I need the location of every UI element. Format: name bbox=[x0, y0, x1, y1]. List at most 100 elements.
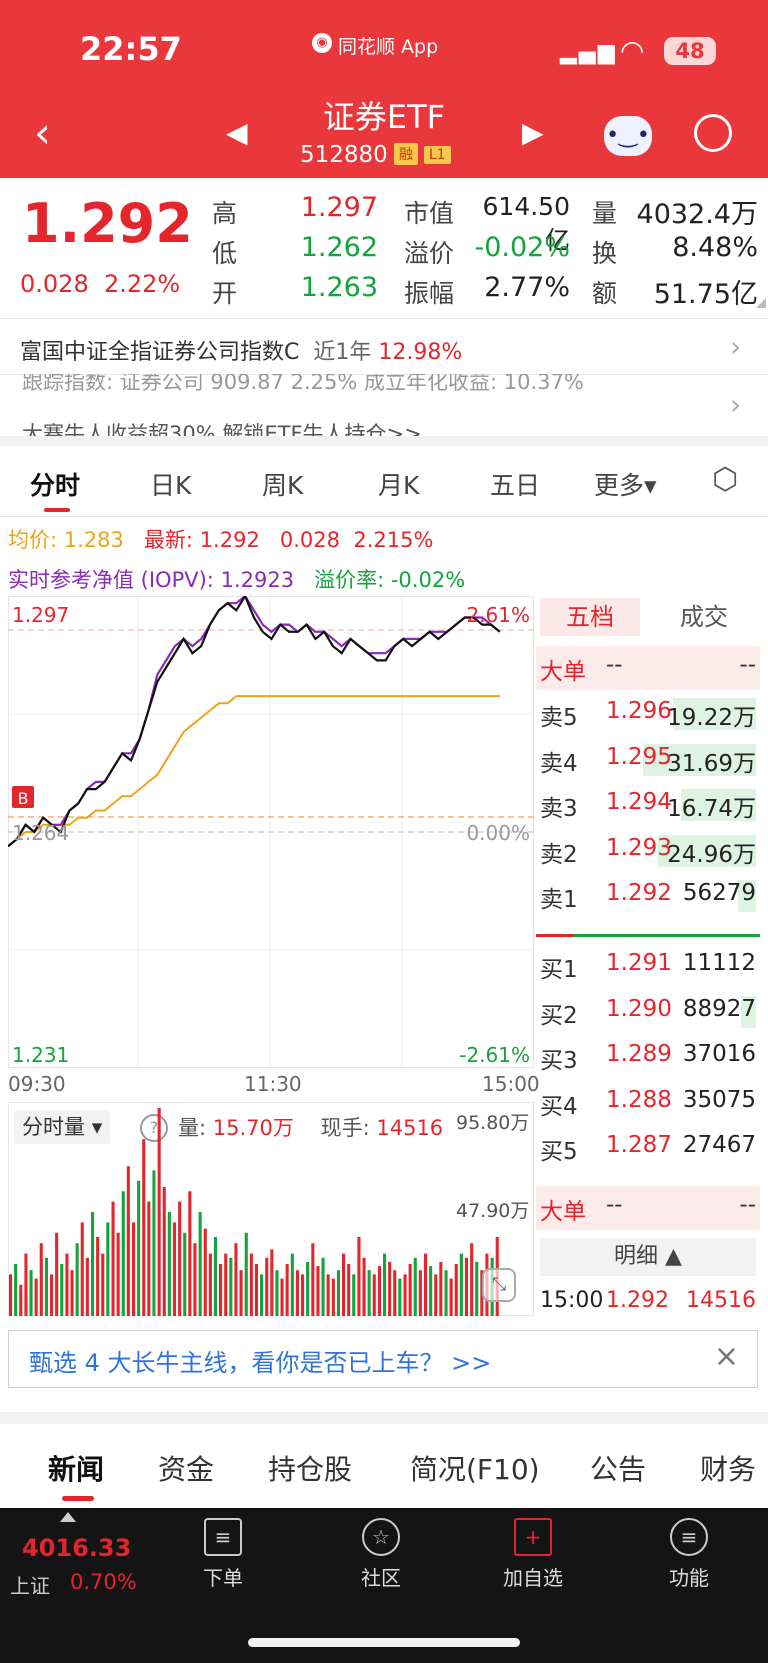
volume-bar bbox=[142, 1139, 146, 1316]
volume-bar bbox=[388, 1261, 392, 1316]
volume-selector-label: 分时量 bbox=[22, 1115, 85, 1139]
volume-chart[interactable] bbox=[8, 1102, 534, 1316]
volume-bar bbox=[444, 1270, 448, 1316]
scroll-ticker[interactable]: 跟踪指数: 证券公司 909.87 2.25% 成立年化收益: 10.37% 大… bbox=[0, 374, 768, 436]
promo-banner-text[interactable]: 甄选 4 大长牛主线，看你是否已上车？ >> bbox=[29, 1349, 492, 1377]
volume-bar bbox=[383, 1253, 387, 1316]
tab-funds[interactable]: 资金 bbox=[158, 1453, 215, 1486]
volume-bar bbox=[403, 1274, 407, 1316]
ask-depth-bar bbox=[681, 789, 756, 821]
prev-stock-icon[interactable]: ◀ bbox=[226, 116, 248, 149]
bid-row[interactable]: 买2 1.290 88927 bbox=[536, 990, 760, 1034]
iopv-info-row: 实时参考净值 (IOPV): 1.2923 溢价率: -0.02% bbox=[8, 564, 465, 594]
tab-announcements[interactable]: 公告 bbox=[590, 1453, 647, 1486]
close-icon[interactable]: × bbox=[713, 1339, 739, 1374]
ask-row[interactable]: 卖5 1.296 19.22万 bbox=[536, 692, 760, 736]
ask-price: 1.294 bbox=[606, 789, 672, 815]
volume-bar bbox=[413, 1257, 417, 1316]
volume-bar bbox=[424, 1253, 428, 1316]
nav-functions[interactable]: ≡ 功能 bbox=[644, 1518, 734, 1591]
functions-menu-icon: ≡ bbox=[670, 1518, 708, 1556]
volume-bar bbox=[352, 1274, 356, 1316]
volume-bar bbox=[342, 1253, 346, 1316]
search-icon[interactable] bbox=[694, 114, 732, 152]
app-label: 同花顺 App bbox=[338, 36, 439, 58]
volume-bar bbox=[178, 1201, 182, 1316]
tab-daily-k[interactable]: 日K bbox=[150, 471, 192, 500]
nav-functions-label: 功能 bbox=[669, 1566, 709, 1590]
ask-label: 卖3 bbox=[540, 796, 578, 822]
bid-label: 买5 bbox=[540, 1139, 578, 1165]
index-ticker-name: 上证 bbox=[10, 1574, 50, 1598]
volume-label: 量 bbox=[592, 199, 618, 228]
trade-vol: 14516 bbox=[686, 1288, 756, 1313]
tab-holdings[interactable]: 持仓股 bbox=[268, 1453, 353, 1486]
ask-row[interactable]: 卖2 1.293 24.96万 bbox=[536, 829, 760, 873]
tab-weekly-k[interactable]: 周K bbox=[262, 471, 304, 500]
volume-bar bbox=[357, 1237, 361, 1316]
home-indicator bbox=[248, 1638, 520, 1647]
bid-row[interactable]: 买5 1.287 27467 bbox=[536, 1126, 760, 1170]
index-row[interactable]: 富国中证全指证券公司指数C 近1年 12.98% bbox=[20, 334, 462, 366]
nav-community[interactable]: ☆ 社区 bbox=[336, 1518, 426, 1591]
detail-toggle[interactable]: 明细 ▲ bbox=[540, 1238, 756, 1276]
ask-label: 卖1 bbox=[540, 887, 578, 913]
tab-trades[interactable]: 成交 bbox=[680, 603, 728, 631]
chevron-right-icon[interactable]: › bbox=[730, 388, 742, 421]
back-icon[interactable]: ‹ bbox=[34, 108, 51, 157]
ask-row[interactable]: 卖4 1.295 31.69万 bbox=[536, 738, 760, 782]
vol-axis-top: 95.80万 bbox=[456, 1112, 530, 1134]
volume-bar bbox=[152, 1170, 156, 1316]
big-order2-vol: -- bbox=[739, 1192, 756, 1218]
wifi-icon: ◠ bbox=[620, 34, 645, 67]
index-ticker-value[interactable]: 4016.33 bbox=[22, 1534, 132, 1562]
expand-up-icon[interactable] bbox=[60, 1512, 76, 1522]
volume-bar bbox=[70, 1270, 74, 1316]
bid-vol: 27467 bbox=[682, 1132, 756, 1158]
settings-hex-icon[interactable]: ⬡ bbox=[712, 462, 739, 497]
tab-five-levels[interactable]: 五档 bbox=[540, 598, 640, 636]
bid-row[interactable]: 买3 1.289 37016 bbox=[536, 1035, 760, 1079]
volume-bar bbox=[157, 1108, 161, 1316]
battery-indicator: 48 bbox=[664, 37, 716, 65]
fullscreen-icon[interactable]: ⤡ bbox=[482, 1268, 516, 1302]
tab-financials[interactable]: 财务 bbox=[700, 1453, 757, 1486]
promo-banner[interactable]: 甄选 4 大长牛主线，看你是否已上车？ >> × bbox=[8, 1330, 758, 1388]
tab-intraday[interactable]: 分时 bbox=[30, 471, 81, 500]
vol-value: 15.70万 bbox=[212, 1116, 294, 1140]
app-logo-icon: ◉ bbox=[312, 33, 332, 53]
chevron-right-icon[interactable]: › bbox=[730, 330, 742, 363]
volume-bar bbox=[449, 1278, 453, 1316]
latest-value: 1.292 bbox=[199, 528, 260, 552]
nav-add-watchlist[interactable]: + 加自选 bbox=[488, 1518, 578, 1591]
volume-selector[interactable]: 分时量 ▾ bbox=[14, 1110, 111, 1144]
tab-five-day[interactable]: 五日 bbox=[490, 471, 541, 500]
bid-row[interactable]: 买4 1.288 35075 bbox=[536, 1081, 760, 1125]
tab-profile[interactable]: 简况(F10) bbox=[410, 1453, 540, 1486]
bid-price: 1.290 bbox=[606, 995, 672, 1022]
active-tab-indicator bbox=[62, 1496, 94, 1501]
volume-bar bbox=[203, 1228, 207, 1316]
next-stock-icon[interactable]: ▶ bbox=[522, 116, 544, 149]
buy-marker[interactable] bbox=[12, 786, 34, 808]
volume-bar bbox=[208, 1253, 212, 1316]
expand-corner-icon[interactable] bbox=[756, 298, 766, 308]
margin-tag: 融 bbox=[393, 143, 418, 165]
series-layer bbox=[8, 596, 501, 848]
bid-row[interactable]: 买1 1.291 11112 bbox=[536, 944, 760, 988]
status-time: 22:57 bbox=[80, 30, 182, 68]
volume-bar bbox=[14, 1264, 18, 1316]
big-order-label: 大单 bbox=[540, 659, 586, 685]
robot-assistant-icon[interactable]: •‿• bbox=[604, 116, 652, 156]
volume-bar bbox=[106, 1222, 110, 1316]
intraday-price-chart[interactable]: 1.297 1.264 1.231 2.61% 0.00% -2.61% B bbox=[8, 596, 534, 1068]
ask-row[interactable]: 卖3 1.294 16.74万 bbox=[536, 783, 760, 827]
help-icon[interactable]: ? bbox=[140, 1114, 168, 1142]
ask-row[interactable]: 卖1 1.292 56279 bbox=[536, 874, 760, 918]
tab-more[interactable]: 更多▾ bbox=[594, 471, 657, 500]
ask-vol: 24.96万 bbox=[667, 841, 756, 868]
volume-bar bbox=[316, 1266, 320, 1316]
nav-order[interactable]: ≡ 下单 bbox=[178, 1518, 268, 1591]
tab-news[interactable]: 新闻 bbox=[48, 1453, 105, 1486]
tab-monthly-k[interactable]: 月K bbox=[378, 471, 420, 500]
